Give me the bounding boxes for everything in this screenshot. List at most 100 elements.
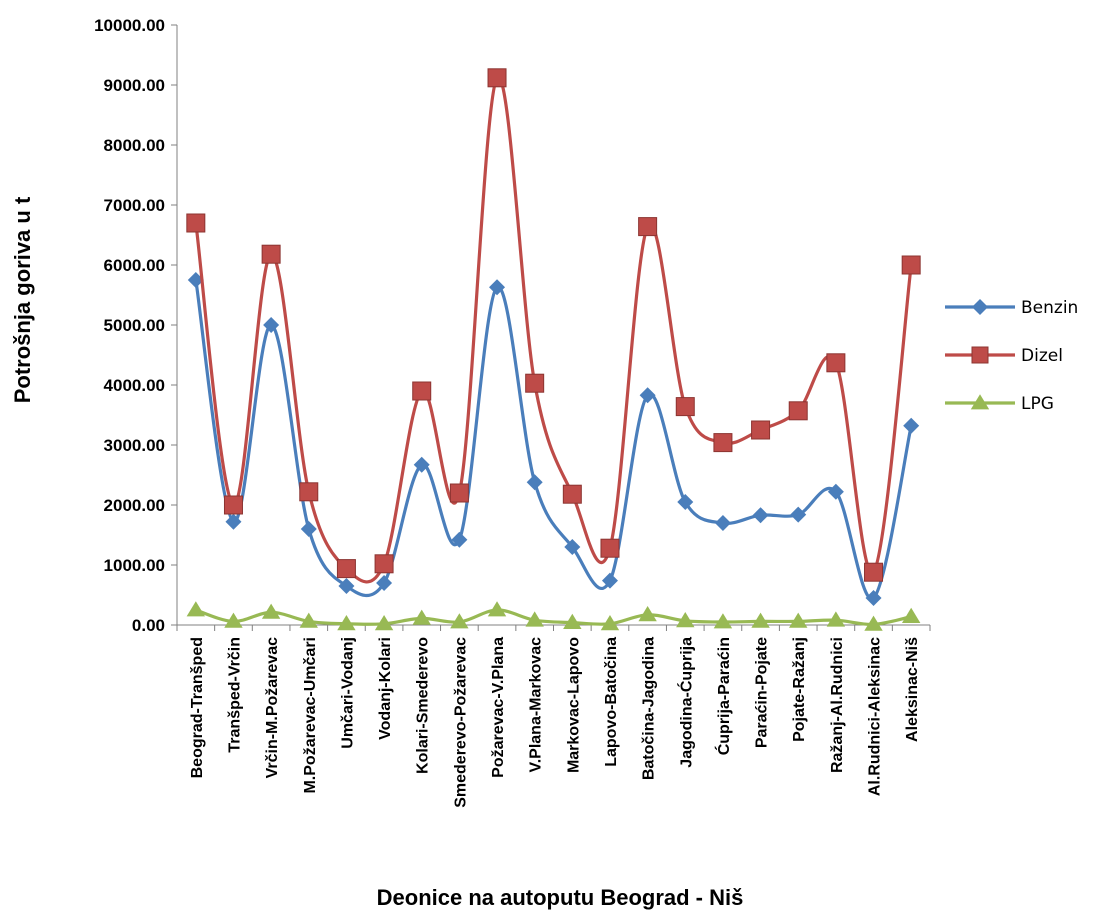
data-point-lpg xyxy=(901,607,921,623)
y-axis-title-group: Potrošnja goriva u t xyxy=(10,196,35,403)
y-tick-label: 2000.00 xyxy=(104,496,165,515)
axes xyxy=(176,25,930,626)
series-dizel xyxy=(186,68,921,584)
x-tick-label: Požarevac-V.Plana xyxy=(490,637,507,778)
x-tick-label: Smederevo-Požarevac xyxy=(452,637,469,808)
x-tick-label: Vodanj-Kolari xyxy=(377,637,394,740)
x-tick-label: M.Požarevac-Umčari xyxy=(302,637,319,794)
x-tick-label: Aleksinac-Niš xyxy=(904,637,921,742)
data-point-dizel xyxy=(901,255,921,275)
data-point-benzin xyxy=(677,494,694,510)
data-point-benzin xyxy=(903,417,920,434)
x-tick-label: Al.Rudnici-Aleksinac xyxy=(867,637,884,796)
data-point-benzin xyxy=(300,521,317,537)
series-line-benzin xyxy=(194,279,913,601)
y-ticks: 0.00 1000.00 2000.00 3000.00 4000.00 5000.00 6… xyxy=(94,16,177,635)
data-point-dizel xyxy=(261,244,281,264)
x-tick-label: Ćuprija-Paraćin xyxy=(714,637,733,755)
data-point-benzin xyxy=(790,506,807,523)
data-point-lpg xyxy=(412,609,431,625)
data-point-lpg xyxy=(186,601,206,617)
data-point-lpg xyxy=(826,611,846,627)
data-point-benzin xyxy=(376,575,393,591)
series-benzin xyxy=(187,272,920,606)
series-layer xyxy=(186,68,921,631)
data-point-dizel xyxy=(374,554,394,574)
data-point-benzin xyxy=(526,474,543,491)
x-tick-label: Markovac-Lapovo xyxy=(565,637,582,773)
data-point-benzin xyxy=(827,483,844,500)
data-point-dizel xyxy=(336,559,356,579)
data-point-lpg xyxy=(600,615,620,631)
data-point-lpg xyxy=(638,606,657,622)
legend-marker xyxy=(972,299,988,315)
x-tick-label: Jagodina-Ćuprija xyxy=(676,637,695,768)
data-point-lpg xyxy=(337,615,356,631)
data-point-dizel xyxy=(826,353,846,373)
legend: Benzin Dizel LPG xyxy=(945,298,1078,414)
x-tick-label: Beograd-Tranšped xyxy=(189,637,206,778)
data-point-dizel xyxy=(638,217,658,237)
data-point-lpg xyxy=(751,612,770,628)
data-point-lpg xyxy=(299,612,318,628)
x-tick-label: Tranšped-Vrčin xyxy=(226,637,243,753)
data-point-lpg xyxy=(261,603,281,619)
data-point-lpg xyxy=(713,613,733,629)
legend-label: Benzin xyxy=(1021,298,1078,318)
data-point-dizel xyxy=(864,562,884,582)
x-tick-label: Umčari-Vodanj xyxy=(339,637,356,749)
legend-label: LPG xyxy=(1021,394,1054,414)
x-tick-label: Vrčin-M.Požarevac xyxy=(264,637,281,779)
legend-label: Dizel xyxy=(1021,346,1063,366)
x-tick-label: V.Plana-Markovac xyxy=(528,637,545,773)
data-point-benzin xyxy=(489,279,506,296)
data-point-dizel xyxy=(600,538,620,558)
data-point-dizel xyxy=(186,213,206,233)
data-point-dizel xyxy=(562,484,582,504)
x-tick-label: Batočina-Jagodina xyxy=(641,637,658,780)
data-point-dizel xyxy=(412,381,432,401)
y-tick-label: 1000.00 xyxy=(104,556,165,575)
legend-item-dizel: Dizel xyxy=(945,346,1063,366)
y-tick-label: 0.00 xyxy=(132,616,165,635)
legend-marker xyxy=(970,394,990,410)
data-point-benzin xyxy=(263,317,280,333)
x-axis-title: Deonice na autoputu Beograd - Niš xyxy=(377,885,744,910)
legend-item-lpg: LPG xyxy=(945,394,1054,414)
data-point-benzin xyxy=(338,578,355,594)
y-axis-title: Potrošnja goriva u t xyxy=(10,196,35,403)
data-point-dizel xyxy=(223,495,243,515)
data-point-benzin xyxy=(451,531,468,548)
data-point-lpg xyxy=(224,612,243,628)
x-ticks: Beograd-Tranšped Tranšped-Vrčin Vrčin-M.Po… xyxy=(176,625,931,808)
data-point-lpg xyxy=(864,615,883,631)
data-point-dizel xyxy=(487,68,507,88)
data-point-lpg xyxy=(563,613,582,629)
x-tick-label: Ražanj-Al.Rudnici xyxy=(829,637,846,773)
data-point-dizel xyxy=(525,373,545,393)
data-point-benzin xyxy=(564,539,581,555)
y-tick-label: 8000.00 xyxy=(104,136,165,155)
y-tick-label: 7000.00 xyxy=(104,196,165,215)
data-point-benzin xyxy=(225,513,242,530)
data-point-benzin xyxy=(639,387,656,404)
y-tick-label: 3000.00 xyxy=(104,436,165,455)
data-point-lpg xyxy=(525,611,544,627)
data-point-lpg xyxy=(487,601,507,617)
data-point-benzin xyxy=(601,572,618,589)
data-point-benzin xyxy=(413,456,430,473)
data-point-benzin xyxy=(752,507,769,524)
data-point-lpg xyxy=(676,612,695,628)
y-tick-label: 9000.00 xyxy=(104,76,165,95)
data-point-dizel xyxy=(675,397,695,417)
series-lpg xyxy=(186,601,921,631)
data-point-dizel xyxy=(449,483,469,503)
y-tick-label: 10000.00 xyxy=(94,16,165,35)
data-point-lpg xyxy=(789,612,808,628)
data-point-benzin xyxy=(714,515,731,531)
legend-item-benzin: Benzin xyxy=(945,298,1078,318)
data-point-lpg xyxy=(450,613,469,629)
x-tick-label: Kolari-Smederevo xyxy=(415,637,432,774)
data-point-benzin xyxy=(865,590,882,606)
